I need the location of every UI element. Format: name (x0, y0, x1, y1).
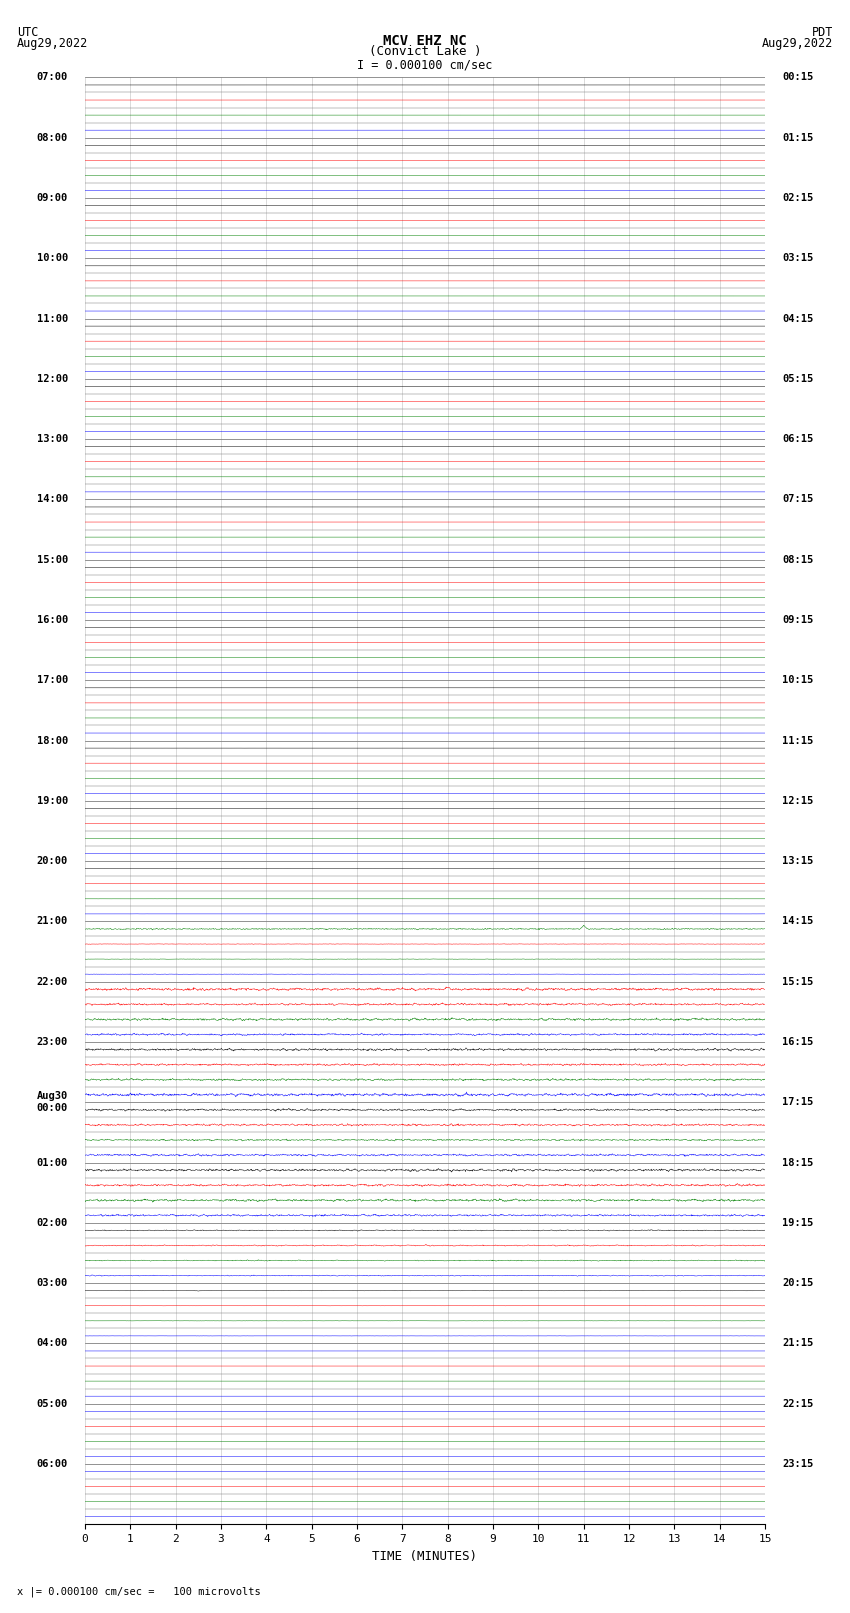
Text: UTC: UTC (17, 26, 38, 39)
Text: 12:15: 12:15 (782, 795, 813, 806)
Text: 11:15: 11:15 (782, 736, 813, 745)
Text: 16:15: 16:15 (782, 1037, 813, 1047)
Text: 04:00: 04:00 (37, 1339, 68, 1348)
Text: 18:00: 18:00 (37, 736, 68, 745)
Text: 11:00: 11:00 (37, 313, 68, 324)
Text: x |= 0.000100 cm/sec =   100 microvolts: x |= 0.000100 cm/sec = 100 microvolts (17, 1586, 261, 1597)
Text: 20:00: 20:00 (37, 857, 68, 866)
Text: 10:00: 10:00 (37, 253, 68, 263)
Text: Aug30
00:00: Aug30 00:00 (37, 1092, 68, 1113)
Text: 16:00: 16:00 (37, 615, 68, 624)
Text: 10:15: 10:15 (782, 676, 813, 686)
Text: 17:00: 17:00 (37, 676, 68, 686)
Text: I = 0.000100 cm/sec: I = 0.000100 cm/sec (357, 58, 493, 71)
Text: MCV EHZ NC: MCV EHZ NC (383, 34, 467, 48)
Text: 18:15: 18:15 (782, 1158, 813, 1168)
Text: 09:00: 09:00 (37, 194, 68, 203)
Text: 03:00: 03:00 (37, 1277, 68, 1289)
Text: 00:15: 00:15 (782, 73, 813, 82)
Text: 21:00: 21:00 (37, 916, 68, 926)
Text: 02:15: 02:15 (782, 194, 813, 203)
Text: 07:15: 07:15 (782, 495, 813, 505)
Text: 21:15: 21:15 (782, 1339, 813, 1348)
Text: 08:15: 08:15 (782, 555, 813, 565)
Text: 20:15: 20:15 (782, 1277, 813, 1289)
Text: 05:15: 05:15 (782, 374, 813, 384)
Text: 01:15: 01:15 (782, 132, 813, 142)
Text: 19:15: 19:15 (782, 1218, 813, 1227)
Text: 14:00: 14:00 (37, 495, 68, 505)
Text: 19:00: 19:00 (37, 795, 68, 806)
Text: 12:00: 12:00 (37, 374, 68, 384)
Text: 02:00: 02:00 (37, 1218, 68, 1227)
X-axis label: TIME (MINUTES): TIME (MINUTES) (372, 1550, 478, 1563)
Text: 13:00: 13:00 (37, 434, 68, 444)
Text: 23:15: 23:15 (782, 1460, 813, 1469)
Text: (Convict Lake ): (Convict Lake ) (369, 45, 481, 58)
Text: 15:00: 15:00 (37, 555, 68, 565)
Text: 06:00: 06:00 (37, 1460, 68, 1469)
Text: 04:15: 04:15 (782, 313, 813, 324)
Text: 01:00: 01:00 (37, 1158, 68, 1168)
Text: PDT: PDT (812, 26, 833, 39)
Text: 15:15: 15:15 (782, 977, 813, 987)
Text: 09:15: 09:15 (782, 615, 813, 624)
Text: 23:00: 23:00 (37, 1037, 68, 1047)
Text: Aug29,2022: Aug29,2022 (762, 37, 833, 50)
Text: 08:00: 08:00 (37, 132, 68, 142)
Text: 22:15: 22:15 (782, 1398, 813, 1408)
Text: 05:00: 05:00 (37, 1398, 68, 1408)
Text: 03:15: 03:15 (782, 253, 813, 263)
Text: 06:15: 06:15 (782, 434, 813, 444)
Text: 22:00: 22:00 (37, 977, 68, 987)
Text: 14:15: 14:15 (782, 916, 813, 926)
Text: Aug29,2022: Aug29,2022 (17, 37, 88, 50)
Text: 13:15: 13:15 (782, 857, 813, 866)
Text: 07:00: 07:00 (37, 73, 68, 82)
Text: 17:15: 17:15 (782, 1097, 813, 1107)
